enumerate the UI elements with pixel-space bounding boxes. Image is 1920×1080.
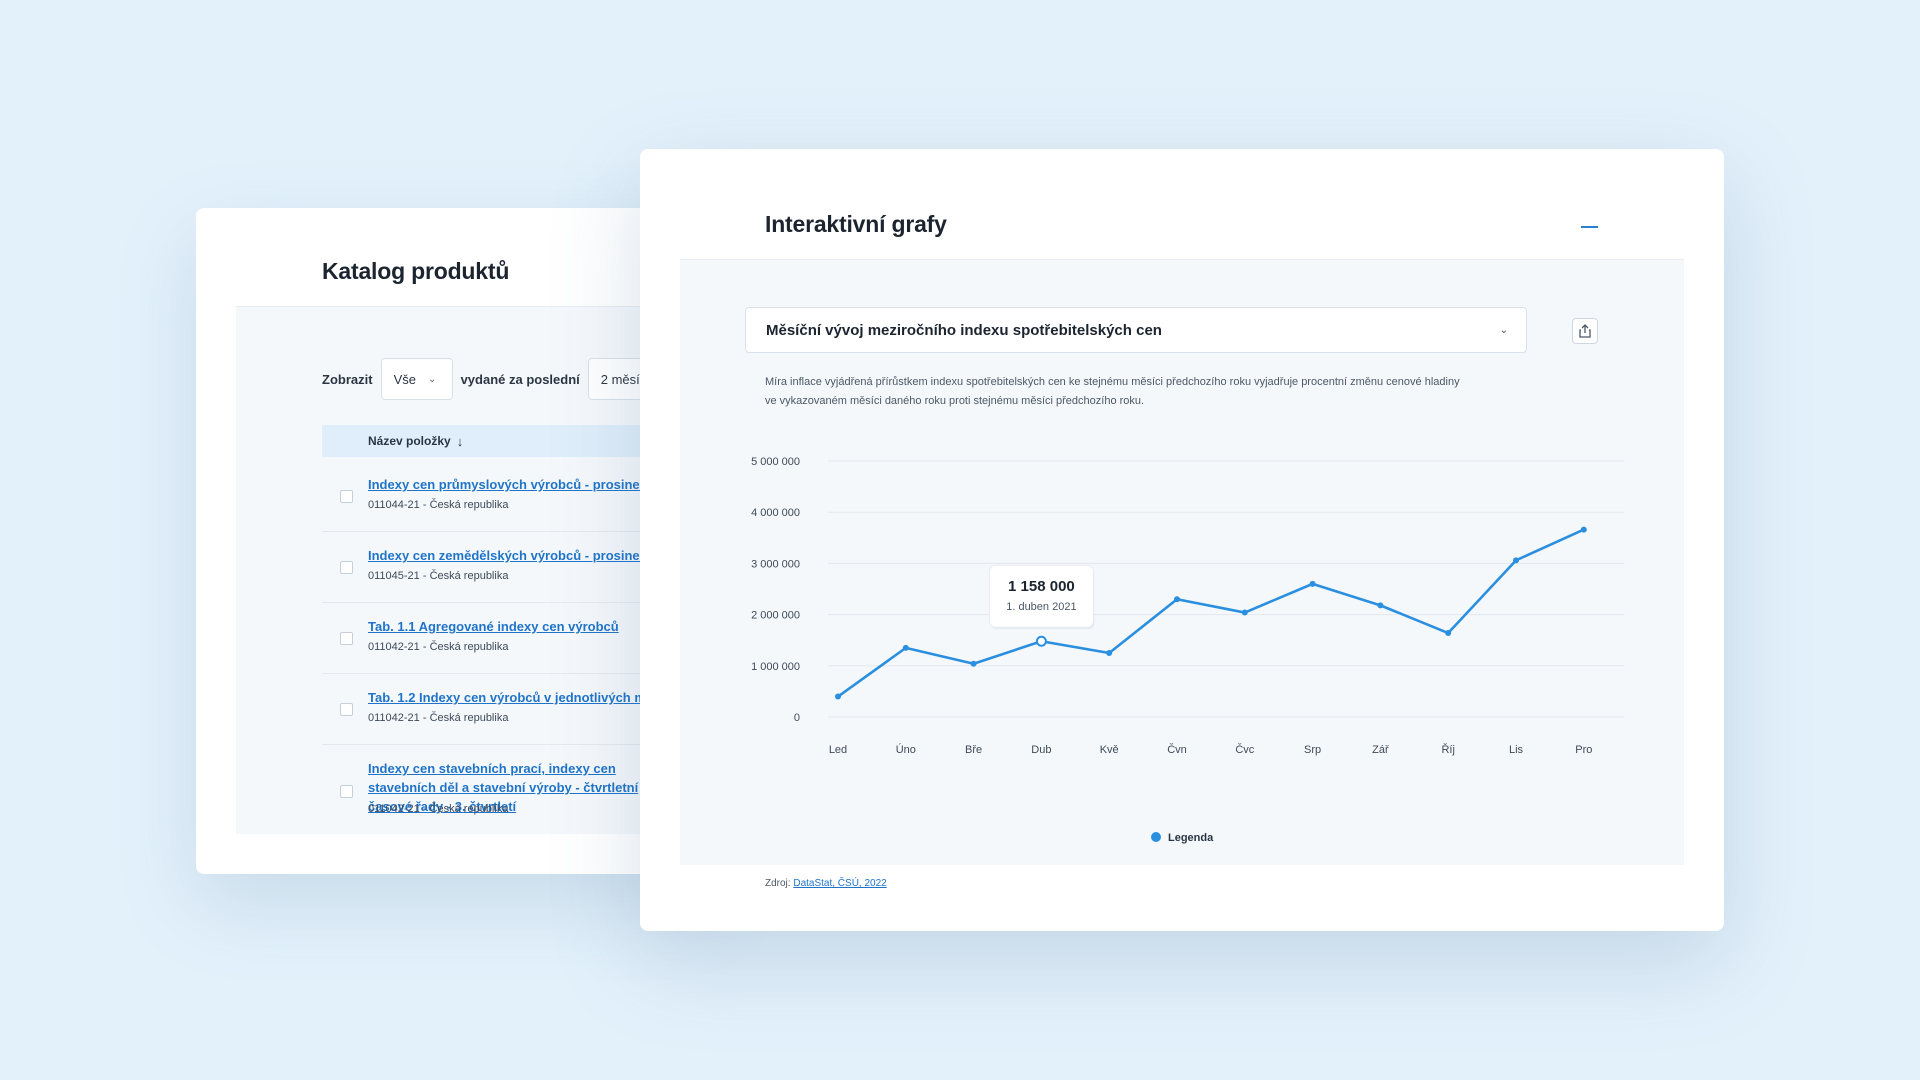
legend-label: Legenda	[1168, 832, 1214, 844]
x-tick-label: Bře	[965, 744, 982, 756]
x-tick-label: Zář	[1372, 744, 1389, 756]
column-name-header: Název položky	[368, 434, 451, 448]
data-point	[835, 693, 841, 700]
catalog-title: Katalog produktů	[322, 258, 510, 284]
x-tick-label: Kvě	[1100, 744, 1119, 756]
catalog-body: Zobrazit Vše ⌄ vydané za poslední 2 měsí…	[236, 306, 716, 834]
source-link[interactable]: DataStat, ČSÚ, 2022	[793, 878, 887, 889]
chevron-down-icon: ⌄	[427, 373, 437, 385]
row-checkbox[interactable]	[340, 703, 353, 716]
data-point	[1580, 526, 1587, 533]
data-point	[1513, 557, 1519, 564]
series-line	[836, 528, 1586, 698]
x-tick-label: Říj	[1441, 743, 1454, 756]
list-item: Tab. 1.2 Indexy cen výrobců v jednotlivý…	[322, 674, 716, 745]
row-checkbox[interactable]	[340, 632, 353, 645]
data-point	[1377, 602, 1384, 609]
data-point	[902, 644, 909, 651]
tooltip-date: 1. duben 2021	[1006, 601, 1076, 613]
row-checkbox[interactable]	[340, 785, 353, 798]
data-point	[1309, 580, 1316, 587]
product-link[interactable]: Indexy cen průmyslových výrobců - prosin…	[368, 477, 680, 492]
product-meta: 011042-21 - Česká republika	[368, 712, 509, 724]
row-checkbox[interactable]	[340, 490, 353, 503]
x-tick-label: Čvn	[1167, 743, 1187, 756]
list-item: Indexy cen zemědělských výrobců - prosin…	[322, 532, 716, 603]
product-list: Indexy cen průmyslových výrobců - prosin…	[322, 461, 716, 837]
show-label: Zobrazit	[322, 371, 373, 387]
data-point	[1174, 596, 1180, 603]
share-icon	[1579, 324, 1591, 338]
product-link[interactable]: Indexy cen stavebních prací, indexy cen …	[368, 761, 639, 814]
charts-card: Interaktivní grafy Měsíční vývoj meziroč…	[640, 149, 1724, 931]
product-link[interactable]: Indexy cen zemědělských výrobců - prosin…	[368, 548, 680, 563]
data-point	[1106, 650, 1113, 656]
catalog-card: Katalog produktů Zobrazit Vše ⌄ vydané z…	[196, 208, 716, 874]
row-checkbox[interactable]	[340, 561, 353, 574]
show-select-value: Vše	[393, 371, 416, 387]
x-tick-label: Dub	[1031, 744, 1051, 756]
product-link[interactable]: Tab. 1.2 Indexy cen výrobců v jednotlivý…	[368, 690, 690, 705]
x-tick-label: Čvc	[1235, 743, 1254, 756]
product-meta: 011044-21 - Česká republika	[368, 499, 509, 511]
issued-label: vydané za poslední	[460, 371, 580, 387]
list-item: Indexy cen stavebních prací, indexy cen …	[322, 745, 716, 837]
x-tick-label: Pro	[1575, 744, 1592, 756]
data-point	[970, 660, 977, 667]
x-tick-label: Led	[829, 744, 847, 756]
minus-icon[interactable]	[1578, 215, 1602, 239]
chart-description: Míra inflace vyjádřená přírůstkem indexu…	[765, 376, 1460, 407]
y-tick-label: 3 000 000	[751, 558, 800, 570]
data-point	[1445, 630, 1452, 637]
y-tick-label: 1 000 000	[751, 661, 800, 673]
share-button[interactable]	[1572, 318, 1598, 344]
x-tick-label: Úno	[896, 743, 916, 756]
product-meta: 011042-21 - Česká republika	[368, 803, 509, 815]
chevron-down-icon: ⌄	[1499, 324, 1508, 336]
source-label: Zdroj:	[765, 878, 791, 889]
arrow-down-icon: ↓	[456, 433, 464, 449]
data-point-highlighted	[1035, 635, 1047, 647]
tooltip-value: 1 158 000	[1008, 578, 1075, 595]
tooltip	[988, 564, 1094, 628]
line-chart: 0 1 000 000 2 000 000 3 000 000 4 000 000 5 0…	[751, 456, 1624, 844]
chart-select-value: Měsíční vývoj meziročního indexu spotřeb…	[766, 321, 1162, 339]
legend-marker	[1151, 832, 1161, 842]
product-meta: 011045-21 - Česká republika	[368, 570, 509, 582]
product-link[interactable]: Tab. 1.1 Agregované indexy cen výrobců	[368, 619, 619, 634]
y-tick-label: 5 000 000	[751, 456, 800, 468]
x-tick-label: Srp	[1304, 744, 1321, 756]
y-tick-label: 4 000 000	[751, 507, 800, 519]
show-select[interactable]: Vše ⌄	[380, 358, 453, 400]
chart-select[interactable]: Měsíční vývoj meziročního indexu spotřeb…	[745, 307, 1527, 353]
charts-title: Interaktivní grafy	[765, 211, 947, 237]
source-note: Zdroj: DataStat, ČSÚ, 2022	[765, 878, 887, 889]
list-item: Tab. 1.1 Agregované indexy cen výrobců 0…	[322, 603, 716, 674]
filter-row: Zobrazit Vše ⌄ vydané za poslední 2 měsí…	[322, 357, 678, 401]
x-tick-label: Lis	[1509, 744, 1524, 756]
data-point	[1241, 609, 1248, 616]
product-meta: 011042-21 - Česká republika	[368, 641, 509, 653]
y-tick-label: 2 000 000	[751, 610, 800, 622]
y-tick-label: 0	[794, 712, 800, 724]
list-item: Indexy cen průmyslových výrobců - prosin…	[322, 461, 716, 532]
